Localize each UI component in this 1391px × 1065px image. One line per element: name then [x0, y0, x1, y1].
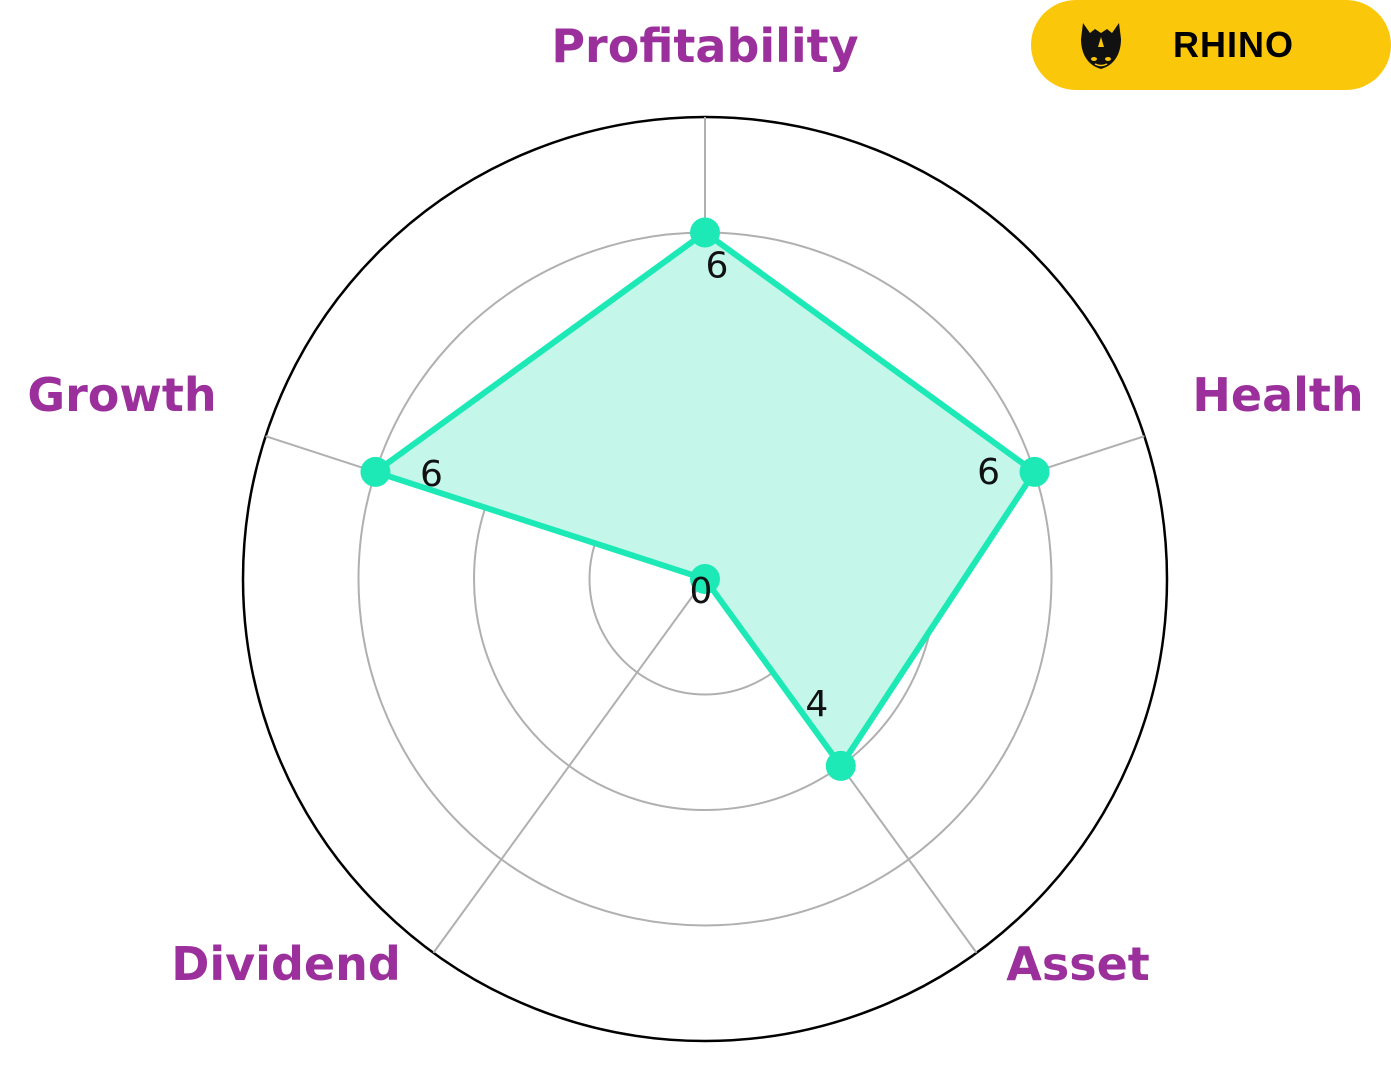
rhino-head-icon: [1081, 23, 1121, 69]
value-label-asset: 4: [805, 684, 828, 725]
axis-label-health: Health: [1192, 368, 1363, 422]
value-label-growth: 6: [420, 454, 443, 495]
value-label-health: 6: [977, 452, 1000, 493]
value-label-dividend: 0: [690, 571, 713, 612]
axis-label-growth: Growth: [27, 368, 216, 422]
spoke-dividend: [432, 578, 706, 954]
value-label-profitability: 6: [706, 246, 729, 287]
axis-label-dividend: Dividend: [171, 937, 401, 991]
series-polygon: [368, 228, 1039, 772]
axis-label-profitability: Profitability: [551, 19, 858, 73]
data-point-dividend: [690, 564, 720, 594]
brand-name: RHINO: [1173, 24, 1294, 65]
data-point-health: [1019, 456, 1050, 487]
chart-series: [360, 217, 1050, 781]
brand-badge: RHINO: [1031, 0, 1391, 90]
data-point-profitability: [690, 217, 720, 248]
axis-label-asset: Asset: [1006, 937, 1150, 991]
chart-labels: 6 6 4 0 6 Profitability Health Asset Dividend Gro…: [27, 19, 1363, 991]
data-point-growth: [360, 456, 391, 487]
data-point-asset: [825, 750, 856, 781]
